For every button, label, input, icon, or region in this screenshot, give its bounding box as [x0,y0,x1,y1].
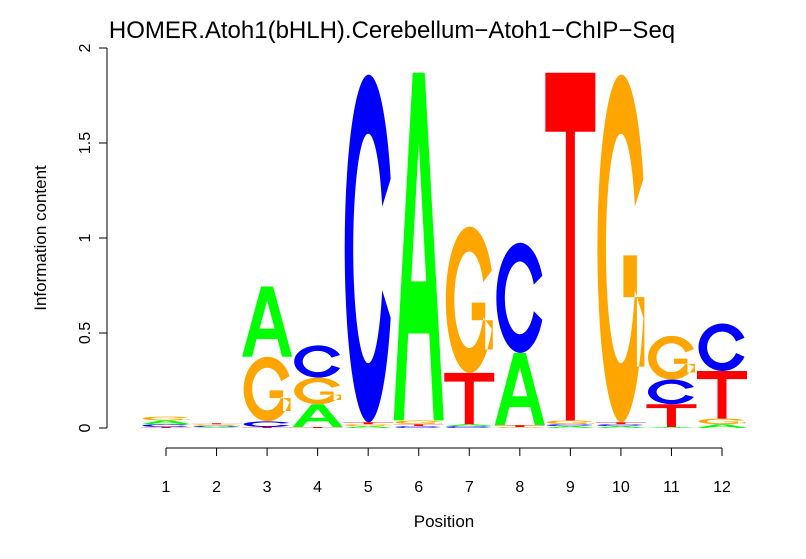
logo-letter-C [395,426,442,428]
logo-letter-A [242,286,293,357]
logo-letter-G [193,424,241,426]
logo-letter-C [445,426,492,428]
x-axis-label: Position [414,512,474,531]
logo-letter-C [546,424,593,427]
logo-letter-C [142,424,189,428]
logo-letter-A [141,420,191,425]
logo-letter-T [646,404,697,428]
logo-letter-A [545,426,596,428]
logo-letter-C [344,74,391,423]
logo-letter-A [191,427,242,428]
logo-letter-C [496,242,543,353]
y-tick-label: 0.5 [77,322,94,344]
logo-letter-C [243,421,290,428]
logo-letter-G [597,74,645,423]
y-tick-label: 0 [77,423,94,432]
logo-letter-G [243,356,291,422]
x-tick-label: 8 [515,479,524,496]
logo-letter-T [697,371,747,419]
logo-letter-C [294,345,341,378]
y-tick-label: 1.5 [77,132,94,154]
logo-letter-G [142,416,190,421]
y-axis-label: Information content [31,165,50,311]
x-tick-label: 12 [713,479,731,496]
logo-letter-T [444,372,495,425]
logo-letter-G [445,226,493,373]
logo-letter-T [595,422,646,425]
logo-letter-C [193,425,240,428]
x-tick-label: 2 [212,479,221,496]
logo-letter-A [595,426,646,428]
logo-letter-G [647,335,695,380]
logo-letter-T [191,423,242,425]
x-tick-label: 7 [465,479,474,496]
logo-letter-A [444,424,495,427]
x-tick-label: 4 [313,479,322,496]
logo-letter-A [292,404,343,428]
logo-letter-C [647,379,694,405]
logo-letter-A [646,427,697,428]
logo-letter-A [393,72,444,421]
x-tick-label: 11 [663,479,680,496]
chart-title: HOMER.Atoh1(bHLH).Cerebellum−Atoh1−ChIP−… [109,17,675,44]
x-tick-label: 10 [612,479,630,496]
logo-letter-T [292,427,343,428]
logo-letter-T [545,72,596,421]
logo-letter-T [393,424,444,427]
logo-letter-G [496,427,544,428]
x-tick-label: 6 [414,479,423,496]
logo-letter-G [698,418,746,425]
x-tick-label: 5 [364,479,373,496]
x-tick-label: 9 [566,479,575,496]
x-tick-label: 3 [263,479,272,496]
logo-letter-C [597,424,644,427]
y-axis: 0 0.5 1 1.5 2 [77,43,108,432]
logo-letter-C [698,323,745,371]
logo-letter-G [546,420,594,425]
logo-letter-T [494,425,545,428]
logo-letter-G [294,377,342,405]
x-tick-label: 1 [162,479,171,496]
logo-letter-G [395,420,443,425]
logo-letters [141,72,747,428]
x-axis: 1 2 3 4 5 6 7 8 9 10 11 12 [162,447,731,496]
logo-letter-A [343,426,394,428]
y-tick-label: 1 [77,233,94,242]
logo-letter-T [343,422,394,425]
logo-letter-A [494,352,545,426]
logo-letter-A [697,424,747,428]
logo-letter-T [141,427,191,428]
logo-letter-G [344,424,392,427]
y-tick-label: 2 [77,43,94,52]
logo-letter-T [242,427,293,428]
